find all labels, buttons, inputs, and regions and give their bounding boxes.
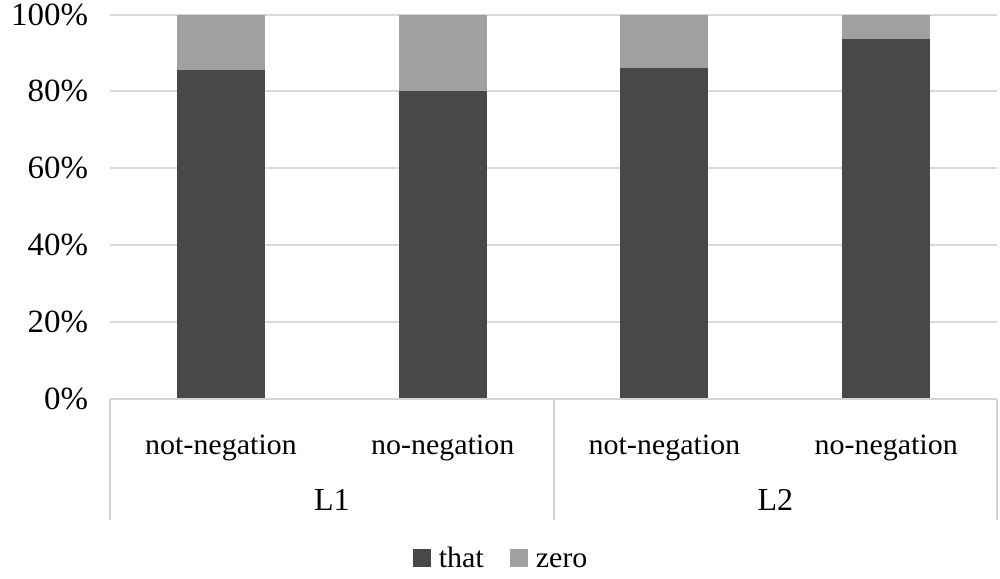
legend-swatch-that (412, 549, 431, 567)
gridline-60 (110, 167, 997, 170)
group-label-L1: L1 (313, 481, 350, 517)
legend-item-that: that (412, 541, 484, 574)
legend-item-zero: zero (509, 541, 588, 574)
y-tick-label: 20% (27, 304, 89, 341)
bar-segment-zero-1 (398, 14, 487, 92)
legend-label-zero: zero (535, 541, 588, 574)
legend-label-that: that (438, 541, 484, 574)
y-tick-label: 40% (27, 227, 89, 264)
y-tick-label: 60% (27, 150, 89, 187)
group-separator-0 (109, 399, 111, 520)
bar-segment-that-1 (398, 91, 487, 399)
category-label-3: no-negation (814, 428, 958, 461)
gridline-20 (110, 321, 997, 324)
category-label-2: not-negation (588, 428, 741, 461)
group-separator-2 (996, 399, 998, 520)
group-separator-1 (552, 399, 555, 520)
gridline-40 (110, 244, 997, 247)
gridline-80 (110, 90, 997, 93)
bar-segment-that-3 (842, 39, 931, 399)
y-tick-label: 80% (27, 73, 89, 110)
category-label-0: not-negation (145, 428, 297, 461)
bar-segment-that-0 (176, 70, 265, 399)
y-tick-label: 0% (44, 381, 88, 417)
bar-segment-zero-2 (620, 14, 709, 69)
category-label-1: no-negation (370, 428, 515, 461)
legend: that zero (0, 543, 1000, 573)
bar-segment-zero-0 (176, 14, 265, 71)
bar-segment-that-2 (620, 68, 709, 399)
group-label-L2: L2 (757, 481, 794, 517)
bar-segment-zero-3 (842, 14, 931, 40)
legend-swatch-zero (509, 549, 528, 567)
gridline-100 (110, 13, 997, 16)
y-tick-label: 100% (11, 0, 88, 33)
